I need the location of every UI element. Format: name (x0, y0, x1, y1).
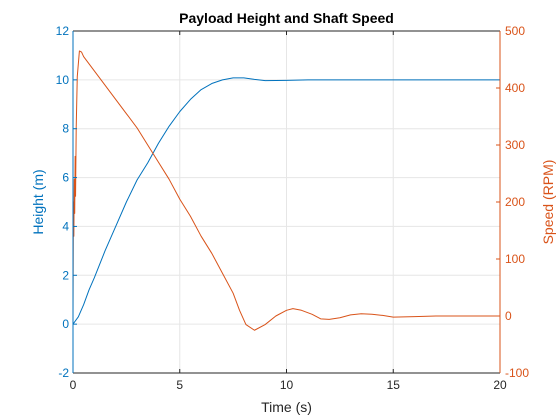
x-tick-label: 0 (70, 378, 77, 392)
x-tick-label: 10 (280, 378, 294, 392)
y-left-tick-label: 8 (62, 122, 69, 136)
y-right-tick-label: 100 (505, 252, 525, 266)
y-left-tick-label: 12 (56, 24, 70, 38)
y-left-tick-label: 4 (62, 219, 69, 233)
series-right-line (72, 50, 500, 331)
series-left-line (72, 77, 500, 325)
chart-title: Payload Height and Shaft Speed (179, 10, 394, 26)
y-right-tick-label: 200 (505, 195, 525, 209)
x-tick-label: 20 (493, 378, 507, 392)
y-right-tick-label: 400 (505, 81, 525, 95)
y-left-tick-label: -2 (58, 366, 69, 380)
axes-group (72, 30, 501, 374)
x-axis-label: Time (s) (261, 399, 312, 415)
y-axis-label-right: Speed (RPM) (540, 160, 556, 245)
x-tick-label: 5 (176, 378, 183, 392)
x-tick-label: 15 (387, 378, 401, 392)
y-right-tick-label: 0 (505, 309, 512, 323)
y-right-tick-label: 300 (505, 138, 525, 152)
y-axis-label-left: Height (m) (30, 169, 46, 234)
y-left-tick-label: 10 (56, 73, 70, 87)
y-right-tick-label: -100 (505, 366, 529, 380)
y-left-tick-label: 0 (62, 317, 69, 331)
y-left-tick-label: 6 (62, 171, 69, 185)
y-right-tick-label: 500 (505, 24, 525, 38)
series-right-group (72, 50, 500, 331)
y-left-tick-label: 2 (62, 268, 69, 282)
series-left-group (72, 77, 500, 325)
